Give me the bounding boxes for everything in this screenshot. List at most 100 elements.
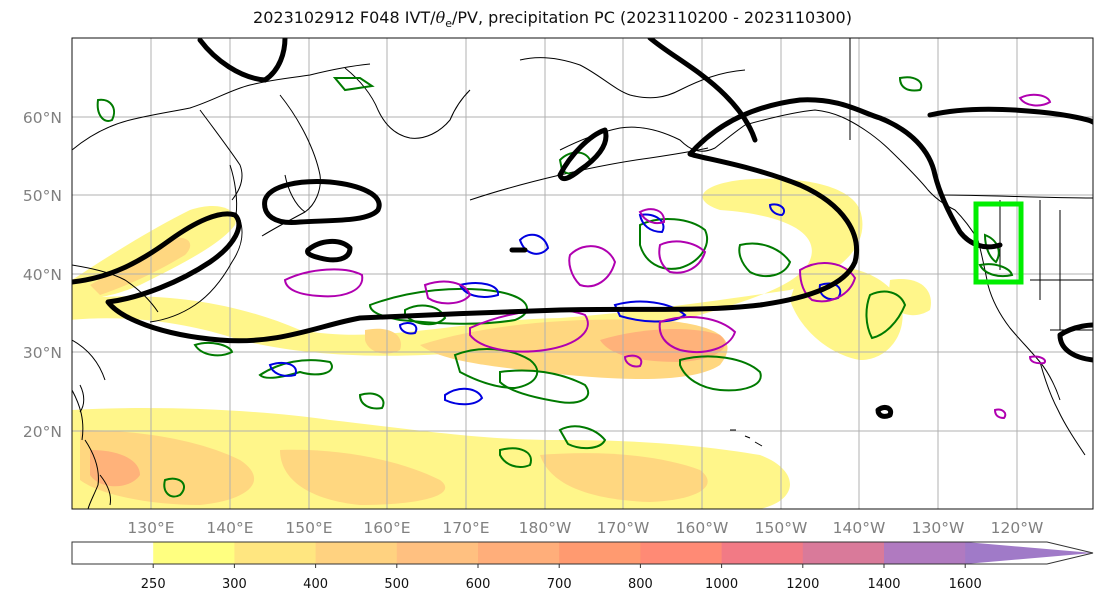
- precip-pc-positive: [283, 93, 1052, 420]
- ivt-band-max: [600, 328, 726, 362]
- longitude-labels: 130°E 140°E 150°E 160°E 170°E 180°W 170°…: [127, 519, 1043, 537]
- pv-contour-hawaii: [875, 405, 894, 419]
- lat-label: 30°N: [23, 344, 62, 362]
- latitude-labels: 20°N 30°N 40°N 50°N 60°N: [23, 109, 62, 441]
- coast-bc: [899, 159, 979, 241]
- lon-label: 140°W: [833, 519, 886, 537]
- pv-contour-rim: [647, 38, 758, 143]
- lon-label: 140°E: [206, 519, 253, 537]
- colorbar-extend-arrow: [965, 542, 1093, 564]
- pv-contour-main: [72, 97, 1003, 344]
- ivt-japan-core: [90, 237, 191, 295]
- colorbar-swatch: [884, 542, 966, 564]
- colorbar-tick-label: 500: [384, 577, 409, 592]
- pv-contour-sw: [1057, 322, 1093, 363]
- theta-e-contour: [358, 392, 385, 410]
- target-region-box: [973, 201, 1024, 285]
- precip-neg-contour: [458, 282, 500, 298]
- precip-pos-contour: [423, 280, 472, 305]
- colorbar-tick-label: 1400: [867, 577, 900, 592]
- theta-e-contour: [193, 342, 234, 357]
- colorbar-tick-label: 1200: [786, 577, 819, 592]
- theta-e-contours: [96, 76, 1014, 498]
- precip-pos-contour: [1028, 355, 1046, 365]
- theta-e-contour: [96, 98, 116, 122]
- theta-e-contour: [558, 425, 607, 450]
- map-frame: [71, 37, 1094, 510]
- pv-contour-bering: [557, 127, 609, 182]
- lat-label: 50°N: [23, 187, 62, 205]
- pv-contour-kamchatka: [262, 179, 382, 226]
- colorbar-swatch: [396, 542, 479, 564]
- coast-alaska-gulf: [744, 109, 901, 161]
- coast-hawaii: [730, 429, 763, 447]
- lon-label: 150°E: [285, 519, 332, 537]
- colorbar-swatch: [640, 542, 723, 564]
- lat-label: 20°N: [23, 423, 62, 441]
- theta-e-contour: [453, 348, 539, 390]
- theta-e-contour: [898, 76, 923, 92]
- lon-label: 170°E: [442, 519, 489, 537]
- colorbar-swatch: [153, 542, 235, 564]
- map-title: 2023102912 F048 IVT/θe/PV, precipitation…: [253, 8, 852, 31]
- pv-contours: [72, 38, 1093, 419]
- theta-e-contour: [499, 369, 590, 404]
- lon-label: 160°E: [363, 519, 410, 537]
- ivt-small-sw: [365, 328, 401, 354]
- colorbar-tick-label: 1600: [949, 577, 982, 592]
- coast-kamchatka: [279, 94, 321, 213]
- map-area: [72, 38, 1093, 509]
- theta-e-contour: [499, 447, 532, 468]
- precip-neg-contour: [638, 213, 665, 234]
- theta-e-contour: [679, 355, 762, 392]
- theta-e-contour: [163, 477, 185, 498]
- colorbar-tick-label: 800: [628, 577, 653, 592]
- pv-contour-ne: [927, 106, 1093, 125]
- ivt-south-max: [90, 450, 140, 487]
- borders-na: [849, 38, 1093, 331]
- colorbar-tick-label: 600: [466, 577, 491, 592]
- coast-baja: [1039, 361, 1086, 456]
- colorbar-tick-label: 400: [303, 577, 328, 592]
- lat-label: 40°N: [23, 266, 62, 284]
- coast-alaska-north: [519, 57, 746, 99]
- colorbar-tick-label: 250: [141, 577, 166, 592]
- colorbar-swatch: [72, 542, 154, 564]
- precip-neg-contour: [613, 300, 687, 323]
- precip-pos-contour: [283, 268, 364, 298]
- theta-e-contour: [258, 359, 333, 379]
- colorbar-swatch: [234, 542, 317, 564]
- coast-asia: [72, 63, 371, 151]
- lon-label: 170°W: [597, 519, 650, 537]
- colorbar-swatch: [478, 542, 560, 564]
- theta-e-contour: [639, 218, 708, 270]
- ivt-south-core-2: [280, 449, 446, 505]
- coast-philippines: [84, 439, 111, 509]
- colorbar-swatch: [315, 542, 398, 564]
- colorbar-swatch: [802, 542, 885, 564]
- coast-japan: [149, 219, 243, 323]
- precip-pc-negative: [268, 203, 842, 406]
- ivt-south-east: [540, 453, 708, 502]
- pv-contour-small: [305, 239, 353, 263]
- precip-neg-contour: [444, 387, 484, 406]
- ivt-south-core: [80, 430, 255, 505]
- lon-label: 130°W: [912, 519, 965, 537]
- theta-e-contour: [332, 77, 375, 92]
- colorbar-swatch: [559, 542, 641, 564]
- coast-chukotka: [344, 67, 471, 139]
- precip-pos-contour: [623, 354, 643, 368]
- theta-e-contour: [404, 304, 447, 326]
- colorbar-tick-label: 300: [222, 577, 247, 592]
- precip-pos-contour: [798, 262, 857, 303]
- coast-korea-china: [72, 264, 159, 441]
- precip-pos-contour: [568, 245, 617, 288]
- lon-label: 160°W: [676, 519, 729, 537]
- precip-neg-contour: [768, 203, 786, 217]
- lon-label: 130°E: [127, 519, 174, 537]
- colorbar-frame: [71, 541, 1094, 565]
- lon-label: 150°W: [755, 519, 808, 537]
- precip-neg-contour: [268, 362, 297, 377]
- precip-pos-contour: [638, 208, 666, 225]
